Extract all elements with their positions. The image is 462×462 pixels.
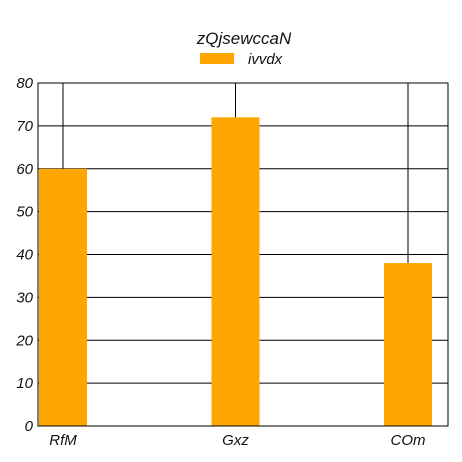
bar-gxz [211,117,260,427]
y-axis: 0 10 20 30 40 50 60 70 80 [15,75,33,435]
y-tick-label: 80 [16,75,33,92]
legend-label: ivvdx [248,51,283,68]
y-tick-label: 70 [16,118,33,135]
chart-title: zQjsewccaN [196,29,292,48]
y-tick-label: 20 [15,332,33,349]
bar-com [384,263,432,426]
x-tick-label: RfM [49,432,77,449]
y-tick-label: 50 [16,204,33,221]
x-tick-label: COm [391,432,426,449]
legend: ivvdx [200,51,283,68]
y-tick-label: 30 [16,289,33,306]
plot-frame [37,82,449,427]
bars [39,117,432,427]
y-tick-label: 60 [16,161,33,178]
legend-swatch [200,53,234,64]
y-tick-label: 0 [25,418,34,435]
y-tick-label: 40 [16,247,33,264]
bar-rfm [39,168,87,426]
x-tick-label: Gxz [222,432,249,449]
y-tick-label: 10 [16,375,33,392]
x-axis: RfM Gxz COm [49,432,425,449]
